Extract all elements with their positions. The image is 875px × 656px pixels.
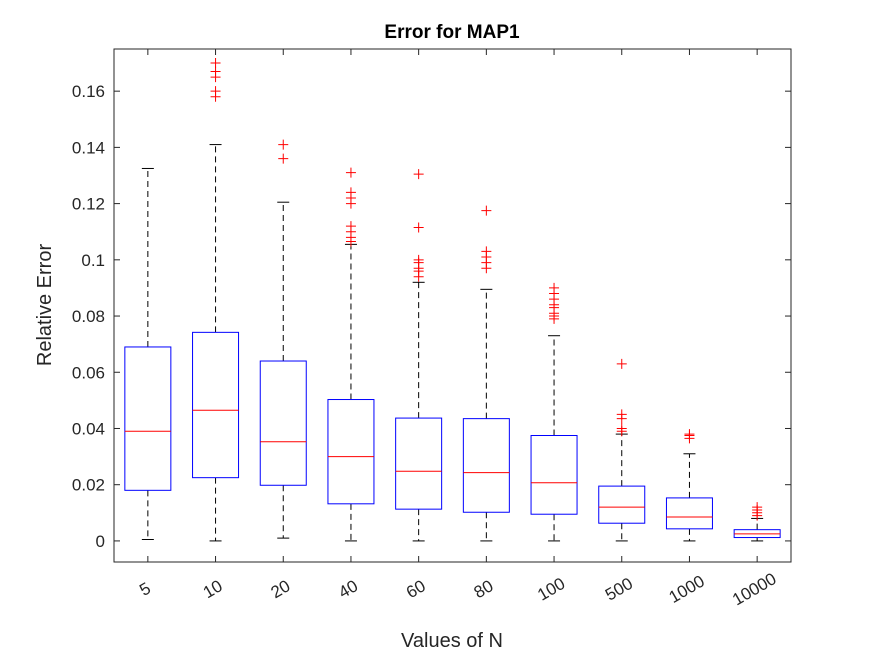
y-tick-label: 0.14: [72, 138, 105, 157]
outlier-marker: [616, 423, 627, 434]
outlier-marker: [413, 169, 424, 180]
iqr-box: [259, 360, 307, 486]
outlier-marker: [278, 153, 289, 164]
box-group-20: [259, 139, 307, 539]
iqr-box: [192, 331, 240, 479]
iqr-box: [395, 417, 443, 510]
outlier-marker: [210, 86, 221, 97]
iqr-box: [124, 346, 172, 491]
outlier-marker: [684, 429, 695, 440]
iqr-box: [598, 485, 646, 524]
box-group-60: [395, 169, 443, 542]
outlier-marker: [616, 409, 627, 420]
outlier-marker: [481, 205, 492, 216]
x-axis-label: Values of N: [401, 630, 503, 652]
iqr-box: [462, 418, 510, 513]
outlier-marker: [345, 187, 356, 198]
box-group-10: [192, 58, 240, 542]
outlier-marker: [345, 221, 356, 232]
iqr-box: [530, 435, 578, 515]
y-axis-label: Relative Error: [34, 244, 56, 367]
y-tick-label: 0.02: [72, 476, 105, 495]
y-tick-label: 0: [96, 532, 105, 551]
outlier-marker: [413, 254, 424, 265]
outlier-marker: [210, 58, 221, 69]
plot-frame: [113, 48, 792, 563]
y-tick-label: 0.06: [72, 363, 105, 382]
box-group-1000: [665, 429, 713, 542]
chart-marks: [124, 58, 781, 542]
outlier-marker: [549, 282, 560, 293]
iqr-box: [665, 497, 713, 530]
y-tick-label: 0.16: [72, 82, 105, 101]
outlier-marker: [413, 222, 424, 233]
outlier-marker: [481, 246, 492, 257]
y-axis-ticks: 0 0.02 0.04 0.06 0.08 0.1 0.12 0.14 0.16: [72, 82, 791, 551]
outlier-marker: [278, 139, 289, 150]
outlier-marker: [616, 358, 627, 369]
y-tick-label: 0.04: [72, 419, 105, 438]
iqr-box: [327, 399, 375, 505]
box-group-10000: [733, 502, 781, 542]
chart-title: Error for MAP1: [384, 22, 520, 43]
plot-area: [114, 49, 791, 562]
box-group-100: [530, 282, 578, 542]
y-tick-label: 0.1: [81, 251, 105, 270]
outlier-marker: [210, 66, 221, 77]
outlier-marker: [345, 167, 356, 178]
y-tick-label: 0.08: [72, 307, 105, 326]
box-group-80: [462, 205, 510, 542]
box-group-500: [598, 358, 646, 542]
y-tick-label: 0.12: [72, 195, 105, 214]
box-group-40: [327, 167, 375, 542]
box-group-5: [124, 167, 172, 541]
outlier-marker: [752, 502, 763, 513]
